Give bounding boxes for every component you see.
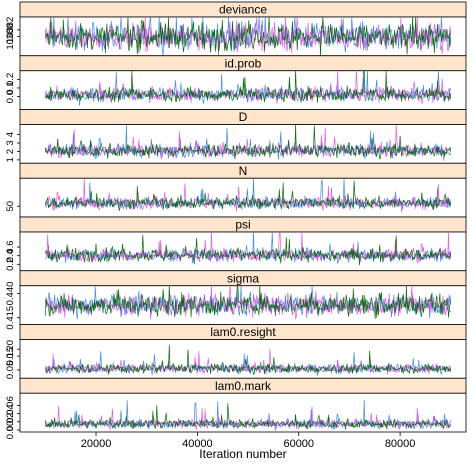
y-tick-label-psi-0: 0.2 xyxy=(5,258,16,271)
trace-chain-2-N xyxy=(44,178,452,213)
panel-id.prob: id.prob 0.00.10.2 xyxy=(5,55,467,110)
y-tick-label-lam0.mark-0: 0.00 xyxy=(5,421,16,440)
trace-chain-3-psi xyxy=(44,234,452,266)
panel-lam0.resight: lam0.resight 0.050.150.20 xyxy=(5,324,467,380)
plot-frame-N xyxy=(19,177,467,218)
strip-label-sigma: sigma xyxy=(227,271,259,285)
x-tick-label-1: 40000 xyxy=(182,438,213,450)
strip-label-id.prob: id.prob xyxy=(225,56,262,70)
panel-D: D 1 2 3 4 xyxy=(5,109,467,164)
y-tick-label-lam0.mark-1: 0.02 xyxy=(5,413,16,432)
y-tick-label-lam0.resight-1: 0.15 xyxy=(5,347,16,366)
y-tick-label-deviance-0: 10380 xyxy=(5,23,16,49)
y-tick-label-D-0: 1 xyxy=(5,157,16,162)
trace-chain-3-D xyxy=(44,124,452,160)
strip-label-N: N xyxy=(239,164,248,178)
y-tick-label-deviance-1: 10382 xyxy=(5,17,16,43)
strip-label-psi: psi xyxy=(235,218,250,232)
y-tick-label-D-3: 4 xyxy=(5,132,16,137)
y-tick-label-psi-1: 0.4 xyxy=(5,249,16,262)
y-tick-label-sigma-0: 0.415 xyxy=(5,306,16,330)
panel-psi: psi 0.20.40.6 xyxy=(5,216,467,272)
y-tick-label-lam0.mark-2: 0.04 xyxy=(5,404,16,423)
strip-label-lam0.resight: lam0.resight xyxy=(210,325,276,339)
y-tick-label-sigma-1: 0.440 xyxy=(5,282,16,306)
trace-chain-3-id.prob xyxy=(44,70,452,103)
trace-chain-3-deviance xyxy=(44,16,452,56)
y-tick-label-lam0.resight-2: 0.20 xyxy=(5,340,16,359)
x-axis-label: Iteration number xyxy=(199,447,286,461)
y-tick-label-id.prob-2: 0.2 xyxy=(5,73,16,86)
panel-N: N 50 xyxy=(5,162,467,218)
y-tick-label-lam0.resight-0: 0.05 xyxy=(5,361,16,380)
trace-chain-3-lam0.resight xyxy=(45,344,452,376)
strip-label-lam0.mark: lam0.mark xyxy=(215,379,272,393)
x-tick-label-3: 80000 xyxy=(385,438,416,450)
y-tick-label-id.prob-1: 0.1 xyxy=(5,81,16,94)
strip-label-deviance: deviance xyxy=(219,3,267,17)
plot-frame-D xyxy=(19,124,467,164)
trace-chain-3-sigma xyxy=(44,285,452,319)
trace-chain-3-lam0.mark xyxy=(44,403,452,430)
y-tick-label-N-0: 50 xyxy=(5,201,16,212)
strip-label-D: D xyxy=(239,110,248,124)
panel-lam0.mark: lam0.mark 0.000.020.040.06 xyxy=(5,377,467,440)
y-tick-label-lam0.mark-3: 0.06 xyxy=(5,396,16,415)
plot-frame-lam0.resight xyxy=(19,339,467,379)
trace-chain-3-N xyxy=(44,180,452,211)
y-tick-label-D-1: 2 xyxy=(5,149,16,154)
trace-chain-2-psi xyxy=(45,231,452,264)
x-tick-label-2: 60000 xyxy=(283,438,314,450)
y-tick-label-D-2: 3 xyxy=(5,140,16,145)
y-tick-label-psi-2: 0.6 xyxy=(5,240,16,253)
y-tick-label-id.prob-0: 0.0 xyxy=(5,90,16,103)
x-tick-label-0: 20000 xyxy=(81,438,112,450)
